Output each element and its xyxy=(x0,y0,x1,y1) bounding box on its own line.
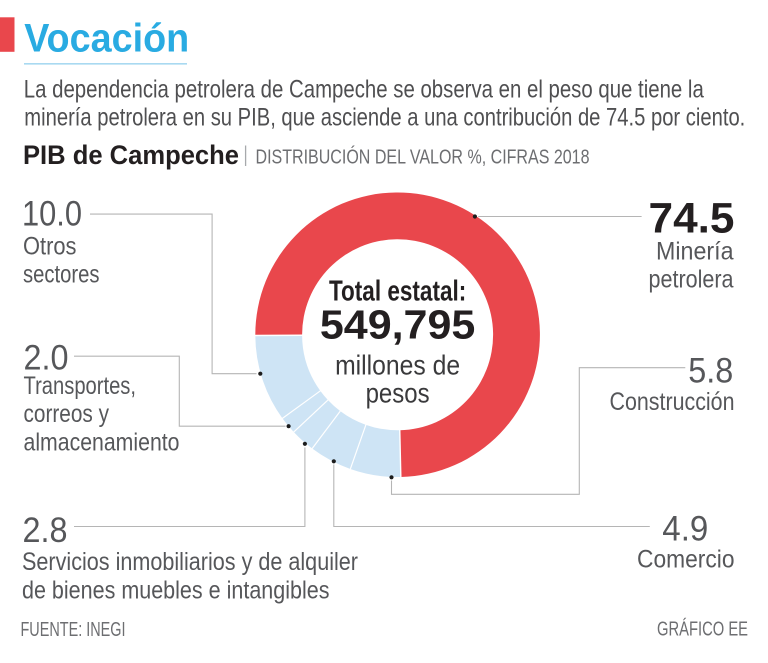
svg-text:549,795: 549,795 xyxy=(320,302,476,348)
svg-text:almacenamiento: almacenamiento xyxy=(24,429,180,457)
svg-text:2.0: 2.0 xyxy=(24,338,69,377)
svg-text:correos y: correos y xyxy=(24,400,110,428)
svg-text:Total estatal:: Total estatal: xyxy=(329,276,466,308)
svg-text:2.8: 2.8 xyxy=(23,511,68,550)
svg-text:PIB de Campeche: PIB de Campeche xyxy=(23,140,239,170)
svg-text:4.9: 4.9 xyxy=(662,510,708,549)
svg-text:Vocación: Vocación xyxy=(24,17,189,61)
svg-text:Construcción: Construcción xyxy=(610,388,735,416)
svg-text:pesos: pesos xyxy=(366,377,430,408)
svg-text:La dependencia petrolera de Ca: La dependencia petrolera de Campeche se … xyxy=(24,75,704,103)
svg-text:GRÁFICO EE: GRÁFICO EE xyxy=(657,618,748,641)
svg-text:millones de: millones de xyxy=(335,349,460,380)
svg-text:DISTRIBUCIÓN DEL VALOR %, CIFR: DISTRIBUCIÓN DEL VALOR %, CIFRAS 2018 xyxy=(256,146,590,169)
svg-text:petrolera: petrolera xyxy=(649,266,734,294)
svg-text:FUENTE: INEGI: FUENTE: INEGI xyxy=(21,618,126,641)
svg-text:sectores: sectores xyxy=(23,261,100,289)
svg-text:Comercio: Comercio xyxy=(637,545,735,573)
svg-text:Servicios inmobiliarios y de a: Servicios inmobiliarios y de alquiler xyxy=(22,548,358,576)
svg-text:de bienes muebles e intangible: de bienes muebles e intangibles xyxy=(22,576,330,604)
svg-text:Otros: Otros xyxy=(23,233,77,261)
svg-text:5.8: 5.8 xyxy=(688,352,733,391)
svg-text:Transportes,: Transportes, xyxy=(24,372,137,400)
svg-text:Minería: Minería xyxy=(656,237,734,265)
svg-text:74.5: 74.5 xyxy=(649,195,735,243)
svg-text:10.0: 10.0 xyxy=(22,194,82,233)
svg-text:minería petrolera en su PIB, q: minería petrolera en su PIB, que asciend… xyxy=(24,103,745,131)
